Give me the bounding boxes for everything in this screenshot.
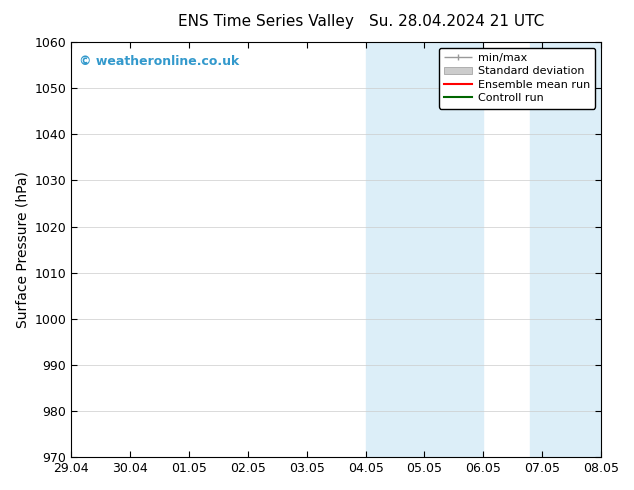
Text: ENS Time Series Valley: ENS Time Series Valley [178, 14, 354, 29]
Legend: min/max, Standard deviation, Ensemble mean run, Controll run: min/max, Standard deviation, Ensemble me… [439, 48, 595, 109]
Bar [531, 42, 601, 457]
Y-axis label: Surface Pressure (hPa): Surface Pressure (hPa) [15, 171, 29, 328]
Bar [366, 42, 483, 457]
Text: © weatheronline.co.uk: © weatheronline.co.uk [79, 54, 240, 68]
Text: Su. 28.04.2024 21 UTC: Su. 28.04.2024 21 UTC [369, 14, 544, 29]
